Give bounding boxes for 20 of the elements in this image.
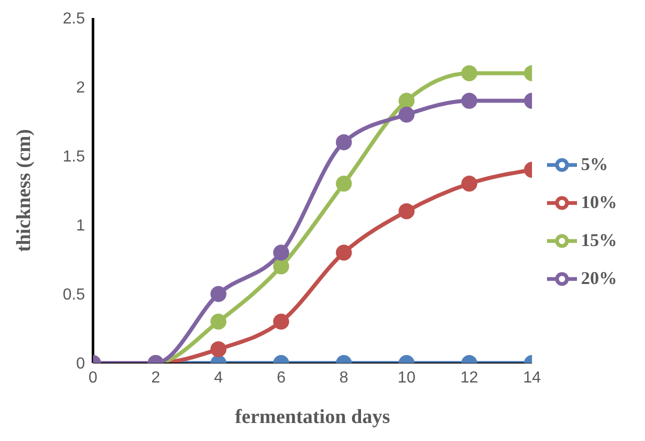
y-tick-label: 2.5 bbox=[62, 10, 86, 28]
x-tick-label: 14 bbox=[523, 369, 541, 386]
x-tick-label: 6 bbox=[276, 369, 286, 386]
legend-label: 10% bbox=[581, 192, 617, 212]
y-tick-label: 0.5 bbox=[62, 286, 86, 304]
y-axis-title: thickness (cm) bbox=[13, 129, 36, 252]
legend-label: 20% bbox=[581, 268, 617, 288]
x-tick-label: 12 bbox=[460, 369, 478, 386]
y-tick-label: 1 bbox=[76, 218, 86, 235]
x-axis-title: fermentation days bbox=[235, 406, 390, 428]
x-tick-label: 4 bbox=[214, 369, 223, 386]
y-tick-label: 2 bbox=[76, 80, 86, 97]
x-tick-label: 8 bbox=[339, 369, 348, 386]
legend-label: 5% bbox=[581, 154, 608, 174]
legend-label: 15% bbox=[581, 230, 617, 250]
x-tick-label: 10 bbox=[398, 369, 416, 386]
y-tick-label: 0 bbox=[76, 356, 86, 373]
y-tick-label: 1.5 bbox=[62, 148, 86, 166]
x-tick-label: 0 bbox=[88, 369, 98, 386]
x-tick-label: 2 bbox=[151, 369, 160, 386]
